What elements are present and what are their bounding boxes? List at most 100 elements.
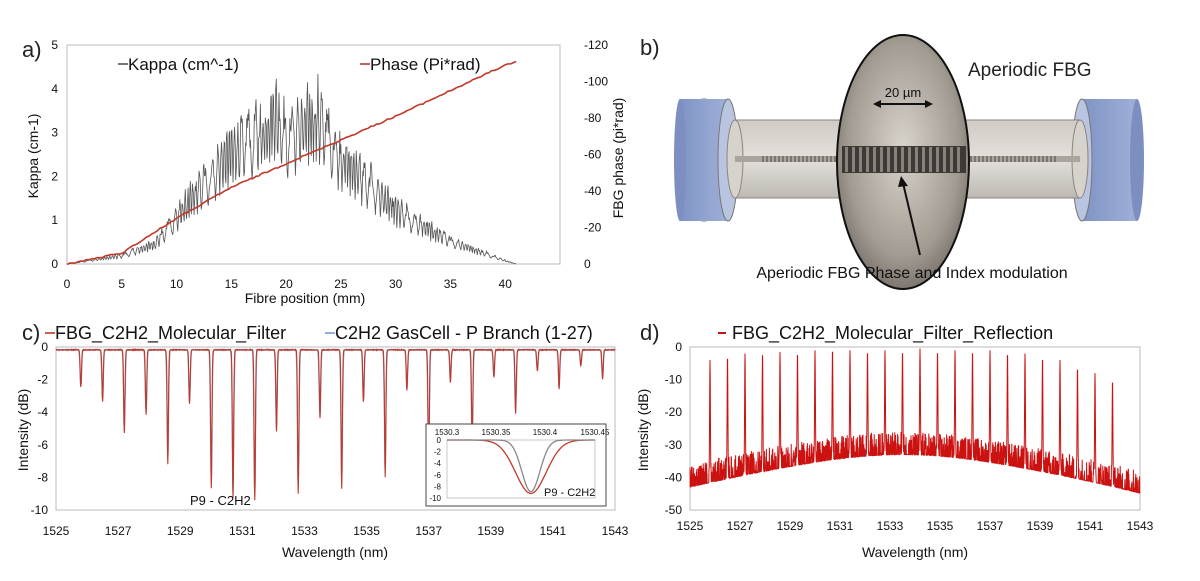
kappa-series (66, 73, 517, 265)
fibre-grating-line (786, 156, 788, 162)
panel-a-left-axis-ticks: 0 1 2 3 4 5 (51, 38, 58, 271)
panel-c-x-axis-ticks: 1525 1527 1529 1531 1533 1535 1537 1539 1541 1543 (43, 524, 629, 538)
lens-grating-fringe (957, 147, 960, 172)
panel-a-xlabel: Fibre position (mm) (245, 290, 366, 306)
panel-a-y2tick: 0 (584, 257, 591, 271)
phase-series (66, 60, 517, 266)
panel-a-y2tick: -80 (584, 111, 602, 125)
fibre-grating-line (794, 156, 796, 162)
fibre-grating-line (762, 156, 764, 162)
panel-c-xtick: 1543 (602, 524, 629, 538)
panel-d-xtick: 1543 (1127, 519, 1154, 533)
panel-b: b) Aperiodic FBG 20 µm Aperiodic FBG Pha… (640, 34, 1144, 290)
inset-annotation: P9 - C2H2 (544, 487, 595, 499)
panel-a-xtick: 20 (279, 277, 293, 291)
lens-grating-fringe (866, 147, 869, 172)
lens-grating-fringe (936, 147, 939, 172)
panel-a-ytick: 5 (51, 38, 58, 52)
right-clamp-edge (1130, 99, 1144, 221)
panel-a-y2tick: -20 (584, 221, 602, 235)
fibre-grating-line (790, 156, 792, 162)
lens-grating-fringe (929, 147, 932, 172)
fibre-grating-line (802, 156, 804, 162)
panel-c-inset: 1530.3 1530.35 1530.4 1530.45 0-2-4-6-8-10 … (425, 423, 610, 507)
fibre-grating-line (818, 156, 820, 162)
panel-c-xtick: 1541 (540, 524, 567, 538)
panel-c-y-axis-ticks: 0 -2 -4 -6 -8 -10 (31, 340, 49, 517)
lens-grating-pattern (842, 146, 966, 173)
panel-c-xlabel: Wavelength (nm) (282, 544, 388, 560)
lens-grating-fringe (894, 147, 897, 172)
legend-filter-label: FBG_C2H2_Molecular_Filter (55, 323, 286, 344)
panel-a-ytick: 1 (51, 213, 58, 227)
panel-c-ytick: -10 (31, 503, 49, 517)
lens-grating-fringe (873, 147, 876, 172)
fibre-grating-line (814, 156, 816, 162)
inset-plot-area (446, 439, 596, 499)
filter-series (55, 348, 616, 501)
pointer-arrowhead (898, 176, 908, 187)
legend-kappa-label: Kappa (cm^-1) (128, 55, 239, 74)
panel-c-xtick: 1539 (477, 524, 504, 538)
panel-c-annotation: P9 - C2H2 (190, 493, 251, 508)
lens-grating-fringe (922, 147, 925, 172)
panel-c-xtick: 1537 (415, 524, 442, 538)
panel-d-ylabel: Intensity (dB) (635, 389, 651, 471)
panel-a-xtick: 40 (499, 277, 513, 291)
fibre-grating-line (1042, 156, 1044, 162)
panel-c-xtick: 1531 (229, 524, 256, 538)
scale-bar-arrow-right (925, 100, 933, 108)
panel-c-ylabel: Intensity (dB) (15, 389, 31, 471)
panel-a-y2label: FBG phase (pi*rad) (610, 98, 626, 219)
panel-a-y2tick: -60 (584, 148, 602, 162)
lens-grating-fringe (859, 147, 862, 172)
fibre-grating-line (1018, 156, 1020, 162)
fibre-grating-line (810, 156, 812, 162)
fibre-grating-line (1026, 156, 1028, 162)
fibre-grating-line (822, 156, 824, 162)
fibre-grating-line (1030, 156, 1032, 162)
lens-grating-fringe (943, 147, 946, 172)
fibre-grating-line (986, 156, 988, 162)
panel-a-xtick: 0 (64, 277, 71, 291)
inset-xtick: 1530.35 (482, 428, 511, 437)
panel-c-xtick: 1527 (105, 524, 132, 538)
inset-ytick: -8 (434, 482, 442, 491)
fibre-grating-line (782, 156, 784, 162)
fibre-grating-line (774, 156, 776, 162)
panel-c-xtick: 1529 (167, 524, 194, 538)
left-clamp-edge (674, 99, 686, 221)
panel-a-letter: a) (22, 37, 42, 62)
panel-d-xtick: 1529 (777, 519, 804, 533)
reflection-series (689, 348, 1141, 494)
fibre-grating-line (1054, 156, 1056, 162)
fibre-grating-line (826, 156, 828, 162)
fibre-grating-line (1014, 156, 1016, 162)
inset-xtick: 1530.45 (581, 428, 610, 437)
panel-a-ytick: 2 (51, 169, 58, 183)
fibre-grating-line (770, 156, 772, 162)
scale-bar-arrow-left (873, 100, 881, 108)
panel-d-y-axis-ticks: 0 -10 -20 -30 -40 -50 (665, 340, 683, 517)
lens-grating-fringe (880, 147, 883, 172)
panel-d: d) 0 -10 -20 -30 -40 -50 1525 1527 1529 1531 1533… (635, 320, 1154, 560)
panel-d-xlabel: Wavelength (nm) (862, 544, 968, 560)
panel-a-ylabel: Kappa (cm-1) (25, 114, 41, 199)
fibre-grating-line (766, 156, 768, 162)
panel-d-ytick: 0 (675, 340, 682, 354)
panel-c-ytick: -4 (37, 405, 48, 419)
fibre-grating-line (1034, 156, 1036, 162)
panel-c-xtick: 1525 (43, 524, 70, 538)
inset-xtick: 1530.4 (533, 428, 558, 437)
lens-grating-fringe (950, 147, 953, 172)
lens-grating-fringe (908, 147, 911, 172)
panel-c-ytick: -2 (37, 373, 48, 387)
pointer-line (902, 182, 921, 256)
panel-d-xtick: 1535 (927, 519, 954, 533)
inset-y-axis-ticks: 0 -2 -4 -6 -8 -10 (429, 436, 441, 503)
fibre-grating-line (1010, 156, 1012, 162)
fibre-grating-line (1006, 156, 1008, 162)
fibre-grating-line (834, 156, 836, 162)
fibre-grating-line (1038, 156, 1040, 162)
